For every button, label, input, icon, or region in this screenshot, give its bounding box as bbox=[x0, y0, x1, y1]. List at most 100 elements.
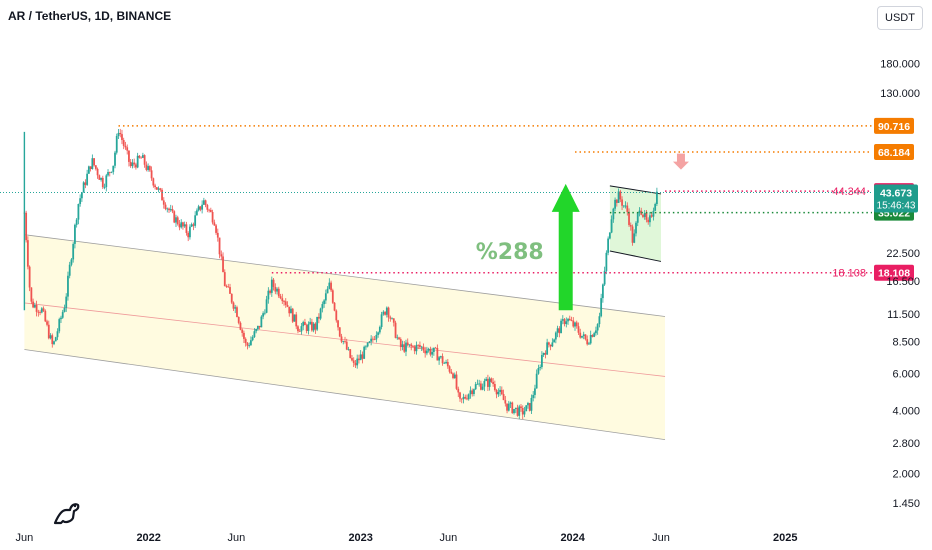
candle-body-65 bbox=[136, 155, 139, 168]
candle-body-81 bbox=[164, 204, 167, 209]
candle-body-148 bbox=[281, 298, 284, 302]
candle-body-172 bbox=[323, 300, 325, 305]
x-tick-label-5: 2024 bbox=[560, 532, 585, 544]
candle-body-225 bbox=[415, 344, 418, 352]
candle-body-23 bbox=[63, 307, 66, 312]
currency-button[interactable]: USDT bbox=[877, 6, 923, 30]
candle-body-15 bbox=[49, 335, 52, 339]
candle-body-299 bbox=[544, 352, 547, 355]
candle-body-30 bbox=[75, 219, 78, 225]
candle-body-326 bbox=[591, 334, 594, 337]
candle-body-223 bbox=[412, 346, 414, 348]
chart-title: AR / TetherUS, 1D, BINANCE bbox=[8, 9, 172, 23]
down-arrow-marker bbox=[672, 153, 689, 170]
candle-body-227 bbox=[419, 345, 421, 348]
candle-body-230 bbox=[424, 350, 427, 354]
candle-body-317 bbox=[575, 322, 578, 327]
candle-body-8 bbox=[37, 311, 40, 313]
candle-body-277 bbox=[506, 403, 508, 411]
candle-body-349 bbox=[631, 226, 634, 243]
candle-body-353 bbox=[638, 210, 641, 213]
candle-body-147 bbox=[279, 296, 282, 299]
candle-body-120 bbox=[232, 302, 235, 309]
candle-body-72 bbox=[148, 166, 151, 171]
candle-body-176 bbox=[330, 282, 332, 291]
candle-body-323 bbox=[586, 339, 589, 345]
candle-body-183 bbox=[342, 341, 345, 342]
candle-body-348 bbox=[629, 224, 632, 227]
candle-body-211 bbox=[391, 318, 393, 320]
candle-body-281 bbox=[513, 408, 515, 414]
candle-body-331 bbox=[600, 298, 603, 317]
candle-body-347 bbox=[628, 211, 630, 225]
candle-body-53 bbox=[115, 135, 118, 153]
candle-body-99 bbox=[195, 210, 198, 216]
breakout-arrow bbox=[551, 183, 580, 311]
candle-body-135 bbox=[258, 325, 261, 328]
candle-body-28 bbox=[72, 243, 75, 260]
candle-body-58 bbox=[124, 145, 127, 148]
candle-body-107 bbox=[209, 209, 212, 213]
candle-body-24 bbox=[65, 296, 68, 308]
candle-body-82 bbox=[166, 208, 169, 210]
candle-body-140 bbox=[267, 290, 270, 300]
candle-body-123 bbox=[237, 316, 240, 323]
candle-body-287 bbox=[523, 411, 526, 415]
candle-body-291 bbox=[530, 397, 533, 411]
candle-body-320 bbox=[581, 335, 583, 338]
candle-body-131 bbox=[251, 337, 254, 341]
candle-body-358 bbox=[647, 219, 650, 223]
candle-body-102 bbox=[201, 204, 204, 210]
candle-body-4 bbox=[30, 287, 33, 302]
candle-body-159 bbox=[300, 326, 303, 332]
y-tick-label-7: 4.000 bbox=[892, 405, 920, 417]
candle-body-125 bbox=[241, 329, 244, 333]
candle-body-112 bbox=[218, 237, 221, 255]
candle-body-254 bbox=[466, 398, 468, 400]
candle-body-272 bbox=[497, 391, 500, 395]
candle-body-91 bbox=[182, 222, 184, 227]
candle-body-252 bbox=[462, 396, 465, 400]
candle-body-359 bbox=[649, 215, 651, 223]
candle-body-283 bbox=[516, 407, 519, 416]
gain-annotation: %288 bbox=[476, 240, 544, 265]
candle-body-307 bbox=[558, 328, 561, 334]
candle-body-71 bbox=[147, 166, 150, 170]
candle-body-184 bbox=[344, 341, 346, 342]
candle-body-171 bbox=[321, 304, 324, 309]
candle-body-266 bbox=[486, 378, 489, 387]
candle-body-297 bbox=[541, 355, 543, 368]
candle-body-7 bbox=[35, 304, 38, 312]
candle-body-93 bbox=[185, 224, 188, 233]
candle-body-170 bbox=[319, 308, 322, 319]
candle-body-45 bbox=[101, 177, 104, 188]
candle-body-216 bbox=[399, 339, 402, 348]
candle-body-142 bbox=[270, 279, 273, 293]
candle-body-17 bbox=[53, 341, 55, 345]
candle-body-11 bbox=[42, 308, 45, 311]
candle-body-109 bbox=[213, 222, 216, 226]
candle-body-98 bbox=[194, 215, 197, 226]
y-tick-label-1: 130.000 bbox=[880, 88, 920, 100]
candle-body-241 bbox=[443, 363, 446, 364]
candle-body-133 bbox=[255, 328, 258, 332]
candle-body-3 bbox=[28, 266, 31, 288]
candle-body-234 bbox=[431, 351, 434, 355]
candle-body-318 bbox=[577, 326, 580, 333]
candle-body-121 bbox=[234, 307, 237, 309]
candle-body-57 bbox=[122, 140, 125, 146]
candle-body-249 bbox=[457, 388, 460, 393]
candle-body-251 bbox=[460, 398, 463, 400]
candle-body-181 bbox=[338, 327, 341, 337]
candle-body-200 bbox=[371, 338, 374, 340]
candle-body-69 bbox=[143, 155, 146, 165]
candle-body-101 bbox=[199, 206, 202, 210]
candle-body-196 bbox=[365, 346, 367, 348]
candle-body-40 bbox=[93, 158, 95, 166]
candle-body-333 bbox=[603, 270, 606, 285]
candle-body-2 bbox=[26, 240, 29, 267]
candle-body-239 bbox=[439, 356, 442, 358]
candle-body-232 bbox=[427, 348, 430, 351]
candle-body-292 bbox=[532, 394, 535, 398]
